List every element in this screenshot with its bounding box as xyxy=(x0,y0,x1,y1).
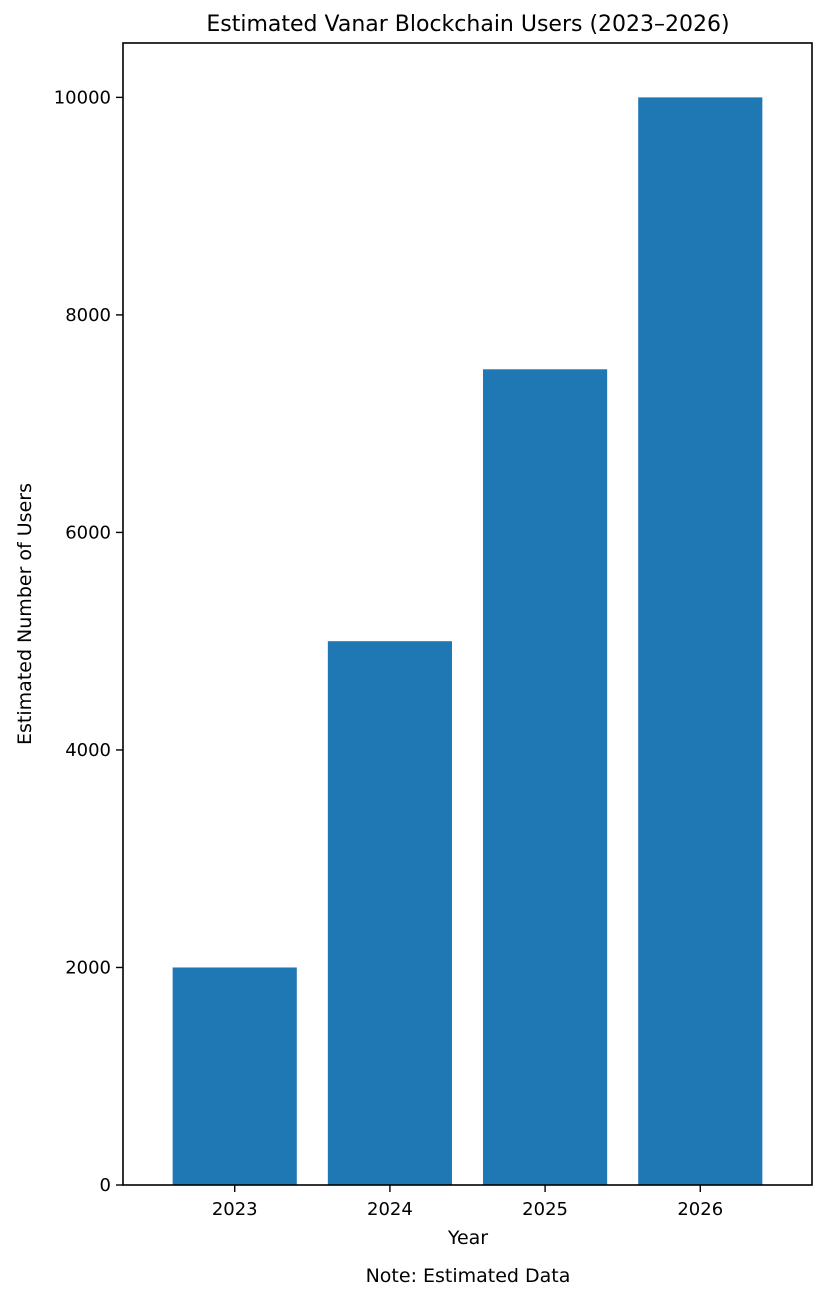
x-tick-label: 2025 xyxy=(522,1199,568,1220)
x-tick-label: 2023 xyxy=(212,1199,258,1220)
chart-title: Estimated Vanar Blockchain Users (2023–2… xyxy=(206,12,729,37)
bars-layer xyxy=(172,97,763,1185)
x-tick-label: 2024 xyxy=(367,1199,413,1220)
bar-2025 xyxy=(483,369,608,1185)
bar-2026 xyxy=(638,97,763,1185)
y-tick-label: 10000 xyxy=(54,87,111,108)
x-axis-label: Year xyxy=(447,1227,488,1249)
chart-note: Note: Estimated Data xyxy=(366,1265,571,1287)
bar-2024 xyxy=(327,641,452,1185)
bar-2023 xyxy=(172,967,297,1185)
y-axis-ticks: 0 2000 4000 6000 8000 10000 xyxy=(54,87,123,1196)
y-tick-label: 2000 xyxy=(65,957,111,978)
y-axis-label: Estimated Number of Users xyxy=(14,483,36,745)
x-tick-label: 2026 xyxy=(677,1199,723,1220)
x-axis-ticks: 2023 2024 2025 2026 xyxy=(212,1185,723,1220)
y-tick-label: 4000 xyxy=(65,740,111,761)
y-tick-label: 6000 xyxy=(65,522,111,543)
plot-frame xyxy=(122,42,813,1186)
y-tick-label: 0 xyxy=(100,1175,111,1196)
y-tick-label: 8000 xyxy=(65,305,111,326)
